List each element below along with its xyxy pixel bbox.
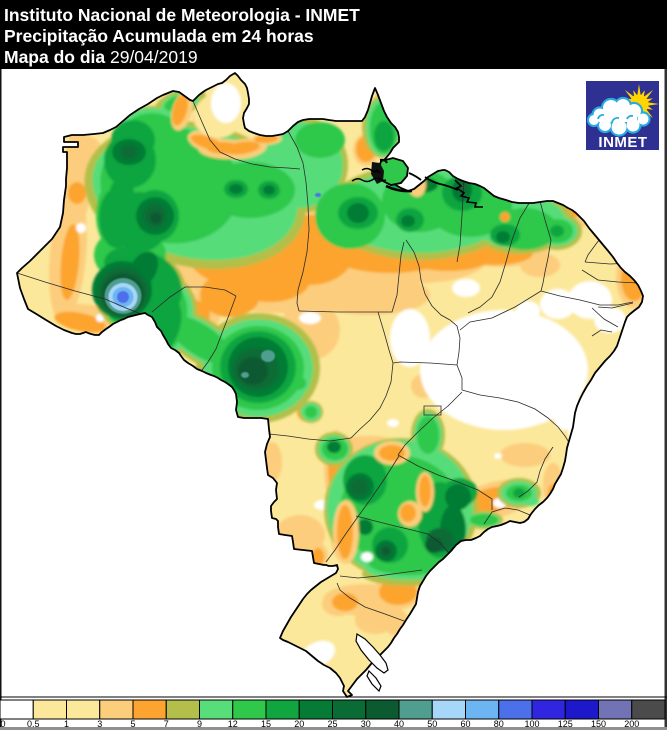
svg-text:9: 9 [197, 719, 202, 729]
svg-text:25: 25 [327, 719, 337, 729]
svg-text:1: 1 [64, 719, 69, 729]
svg-text:60: 60 [460, 719, 470, 729]
svg-text:30: 30 [361, 719, 371, 729]
svg-text:INMET: INMET [598, 134, 647, 151]
svg-text:200: 200 [624, 719, 639, 729]
svg-text:150: 150 [591, 719, 606, 729]
svg-text:Precipitação Acumulada em 24 h: Precipitação Acumulada em 24 horas [4, 26, 314, 46]
svg-text:100: 100 [524, 719, 539, 729]
svg-text:50: 50 [427, 719, 437, 729]
svg-text:80: 80 [494, 719, 504, 729]
svg-text:15: 15 [261, 719, 271, 729]
svg-text:3: 3 [97, 719, 102, 729]
svg-text:40: 40 [394, 719, 404, 729]
svg-text:Instituto Nacional de Meteorol: Instituto Nacional de Meteorologia - INM… [4, 5, 360, 25]
svg-text:0.5: 0.5 [27, 719, 40, 729]
svg-text:Mapa do dia 29/04/2019: Mapa do dia 29/04/2019 [4, 47, 198, 67]
svg-text:0: 0 [1, 719, 6, 729]
svg-text:125: 125 [558, 719, 573, 729]
svg-text:7: 7 [164, 719, 169, 729]
svg-text:20: 20 [294, 719, 304, 729]
svg-text:5: 5 [130, 719, 135, 729]
svg-text:12: 12 [228, 719, 238, 729]
